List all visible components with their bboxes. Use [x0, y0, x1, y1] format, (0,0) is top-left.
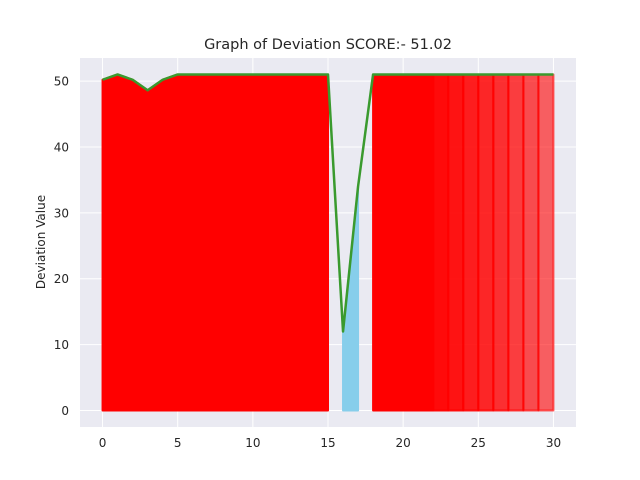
- x-tick-label: 10: [245, 436, 260, 450]
- y-tick-label: 30: [54, 206, 69, 220]
- area-segment: [372, 73, 435, 412]
- y-axis-label: Deviation Value: [34, 195, 48, 289]
- x-axis-ticks: 0 5 10 15 20 25 30: [99, 436, 561, 450]
- y-axis-ticks: 0 10 20 30 40 50: [54, 75, 69, 418]
- chart-title: Graph of Deviation SCORE:- 51.02: [204, 37, 452, 53]
- y-tick-label: 20: [54, 272, 69, 286]
- y-tick-label: 10: [54, 338, 69, 352]
- area-segment: [507, 73, 525, 412]
- deviation-line: [102, 73, 554, 333]
- area-segment: [447, 73, 465, 412]
- y-tick-label: 0: [61, 404, 69, 418]
- x-tick-label: 0: [99, 436, 107, 450]
- x-tick-label: 20: [396, 436, 411, 450]
- x-tick-label: 5: [174, 436, 182, 450]
- area-segment: [477, 73, 495, 412]
- area-segments: [101, 73, 555, 412]
- deviation-polyline: [102, 73, 554, 333]
- area-segment: [462, 73, 480, 412]
- area-segment: [537, 73, 555, 412]
- y-tick-label: 50: [54, 75, 69, 89]
- x-tick-label: 30: [546, 436, 561, 450]
- area-segment: [522, 73, 540, 412]
- area-segment: [492, 73, 510, 412]
- area-segment: [432, 73, 450, 412]
- x-tick-label: 25: [471, 436, 486, 450]
- x-tick-label: 15: [320, 436, 335, 450]
- area-segment: [101, 73, 329, 412]
- y-tick-label: 40: [54, 140, 69, 154]
